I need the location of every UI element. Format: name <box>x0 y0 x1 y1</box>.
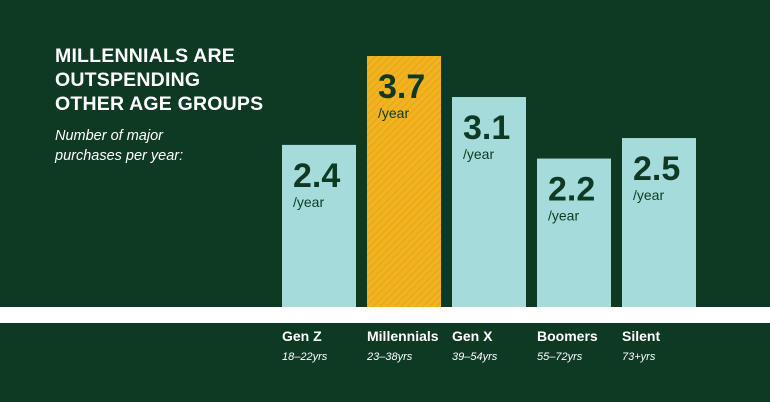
bar-millennials <box>367 56 441 309</box>
category-label: Millennials <box>367 328 439 344</box>
age-range-label: 55–72yrs <box>537 351 583 363</box>
bar-gen-z <box>282 144 356 309</box>
age-range-label: 18–22yrs <box>282 351 328 363</box>
category-label: Silent <box>622 328 660 344</box>
value-label: 3.7 <box>378 68 425 106</box>
value-label: 3.1 <box>463 109 510 147</box>
category-label: Gen X <box>452 328 493 344</box>
title-line-2: OUTSPENDING <box>55 69 201 91</box>
category-labels-group: Gen Z 18–22yrs Millennials 23–38yrs Gen X 39–… <box>282 328 660 363</box>
bar-gen-x <box>452 97 526 309</box>
chart-subtitle: Number of major purchases per year: <box>55 126 265 166</box>
chart-baseline <box>0 307 770 323</box>
age-range-label: 39–54yrs <box>452 351 498 363</box>
value-label: 2.5 <box>633 150 680 188</box>
unit-label: /year <box>463 146 494 162</box>
chart-title: MILLENNIALS ARE OUTSPENDING OTHER AGE GR… <box>55 44 285 116</box>
value-label: 2.4 <box>293 157 340 195</box>
unit-label: /year <box>633 187 664 203</box>
age-range-label: 73+yrs <box>622 351 656 363</box>
value-label: 2.2 <box>548 171 595 209</box>
subtitle-line-2: purchases per year: <box>55 148 184 164</box>
unit-label: /year <box>548 208 579 224</box>
age-range-label: 23–38yrs <box>366 351 413 363</box>
title-line-3: OTHER AGE GROUPS <box>55 93 264 115</box>
unit-label: /year <box>293 194 324 210</box>
subtitle-line-1: Number of major <box>55 128 163 144</box>
bar-silent <box>622 138 696 309</box>
category-label: Boomers <box>537 328 598 344</box>
category-label: Gen Z <box>282 328 322 344</box>
title-line-1: MILLENNIALS ARE <box>55 45 235 67</box>
bar-boomers <box>537 158 611 309</box>
unit-label: /year <box>378 105 409 121</box>
